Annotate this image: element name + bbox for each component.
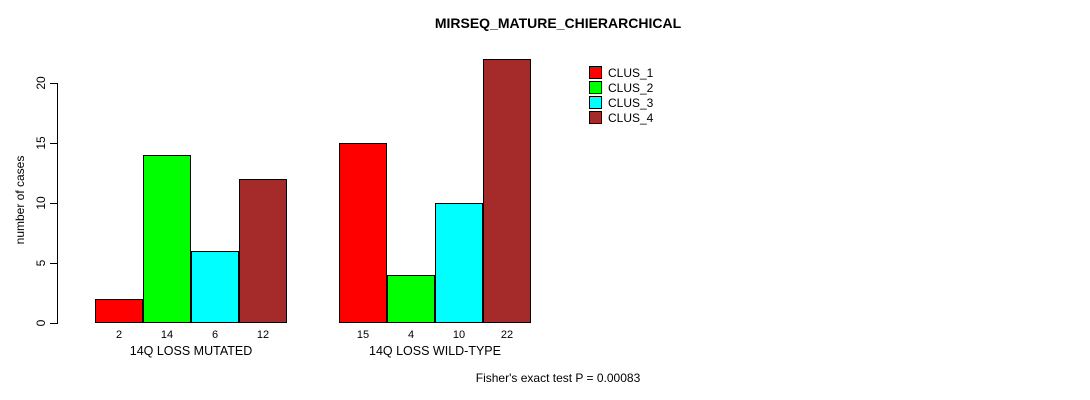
y-axis-tick-label: 15 [34,136,48,150]
y-axis-tick [50,83,57,84]
bar-value-label: 15 [356,329,370,341]
bar-clus_2-group1 [143,155,191,323]
y-axis-tick [50,143,57,144]
bar-clus_1-group2 [339,143,387,323]
y-axis-tick [50,263,57,264]
bar-value-label: 2 [115,329,123,341]
caption-fisher-test: Fisher's exact test P = 0.00083 [475,371,641,385]
y-axis-tick-label: 10 [34,196,48,210]
legend-item-clus_2: CLUS_2 [589,80,653,95]
legend-swatch-clus_2 [589,81,602,94]
bar-clus_4-group2 [483,59,531,323]
legend-swatch-clus_1 [589,66,602,79]
x-group-label: 14Q LOSS WILD-TYPE [369,344,501,358]
bar-value-label: 10 [452,329,466,341]
legend-swatch-clus_3 [589,96,602,109]
chart-title: MIRSEQ_MATURE_CHIERARCHICAL [434,15,682,31]
legend: CLUS_1 CLUS_2 CLUS_3 CLUS_4 [589,65,653,125]
y-axis-tick-label: 20 [34,76,48,90]
y-axis-tick-label: 0 [34,319,48,327]
bar-value-label: 14 [160,329,174,341]
bar-value-label: 12 [256,329,270,341]
y-axis-tick-label: 5 [34,259,48,267]
bar-clus_4-group1 [239,179,287,323]
legend-label-clus_2: CLUS_2 [608,80,654,95]
y-axis-tick [50,203,57,204]
y-axis-label: number of cases [13,155,27,245]
bar-value-label: 22 [500,329,514,341]
bar-clus_2-group2 [387,275,435,323]
legend-label-clus_1: CLUS_1 [608,65,654,80]
legend-label-clus_3: CLUS_3 [608,95,654,110]
legend-swatch-clus_4 [589,111,602,124]
bar-value-label: 6 [211,329,219,341]
legend-item-clus_1: CLUS_1 [589,65,653,80]
bar-clus_3-group1 [191,251,239,323]
x-group-label: 14Q LOSS MUTATED [129,344,253,358]
bar-clus_3-group2 [435,203,483,323]
legend-label-clus_4: CLUS_4 [608,110,654,125]
y-axis-tick [50,323,57,324]
legend-item-clus_3: CLUS_3 [589,95,653,110]
legend-item-clus_4: CLUS_4 [589,110,653,125]
y-axis-line [57,83,58,324]
bar-clus_1-group1 [95,299,143,323]
bar-value-label: 4 [407,329,415,341]
